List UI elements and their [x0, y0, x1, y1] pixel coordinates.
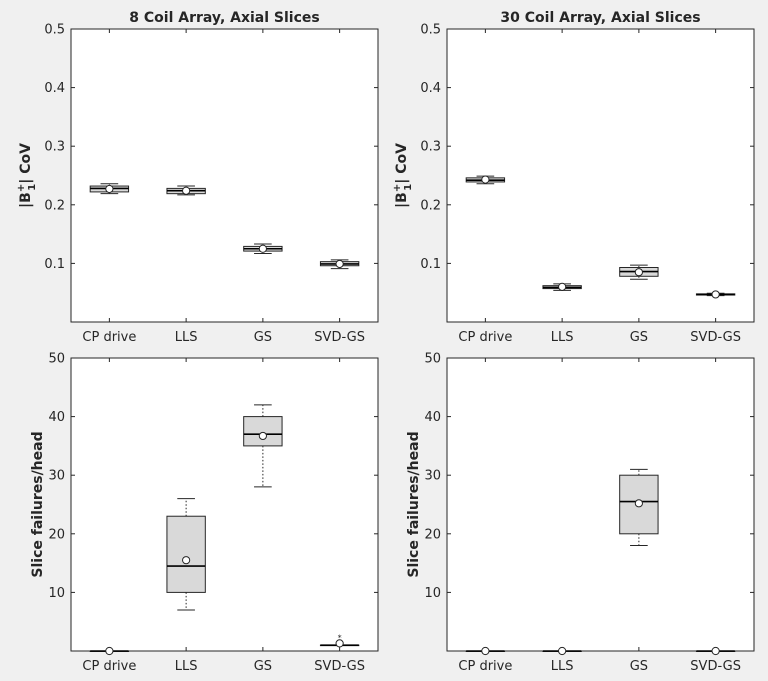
- y-tick-label: 0.5: [44, 23, 65, 38]
- x-tick-label: CP drive: [82, 659, 136, 674]
- y-axis-label: |B+1| CoV: [16, 143, 38, 208]
- box-gs: [243, 243, 283, 254]
- box-gs: [619, 468, 659, 547]
- y-label-subscript: 1: [403, 184, 414, 191]
- x-tick-label: GS: [630, 659, 648, 674]
- box-lls: [542, 646, 582, 656]
- box-svd-gs: *: [319, 633, 360, 648]
- mean-marker: [558, 282, 567, 291]
- box-lls: [166, 185, 206, 196]
- box-lls: [166, 498, 206, 611]
- chart-title: 8 Coil Array, Axial Slices: [129, 10, 319, 26]
- y-label-part: |B: [18, 192, 34, 208]
- box-iqr: [243, 416, 283, 447]
- axes-frame: [70, 357, 379, 652]
- x-tick-label: SVD-GS: [314, 659, 365, 674]
- mean-marker: [558, 646, 567, 656]
- mean-marker: [335, 259, 344, 269]
- y-tick-label: 0.1: [420, 257, 441, 272]
- y-tick-label: 0.3: [420, 140, 441, 155]
- y-axis-label: Slice failures/head: [406, 431, 422, 577]
- y-label-subscript: 1: [27, 184, 38, 191]
- box-iqr: [166, 515, 206, 593]
- y-tick-label: 40: [424, 410, 441, 425]
- box-svd-gs: [319, 259, 360, 270]
- box-cp-drive: [89, 646, 130, 656]
- box-cp-drive: [465, 175, 506, 185]
- x-tick-label: LLS: [175, 330, 198, 345]
- y-axis-label: Slice failures/head: [30, 431, 46, 577]
- box-gs: [619, 264, 659, 280]
- box-gs: [243, 404, 283, 488]
- box-lls: [542, 282, 582, 291]
- y-tick-label: 20: [424, 527, 441, 542]
- box-svd-gs: [695, 646, 736, 656]
- x-tick-label: CP drive: [82, 330, 136, 345]
- y-tick-label: 50: [424, 352, 441, 367]
- box-cp-drive: [465, 646, 506, 656]
- y-label-superscript: +: [16, 184, 27, 192]
- x-tick-label: SVD-GS: [690, 659, 741, 674]
- mean-marker: [182, 556, 191, 565]
- y-tick-label: 40: [48, 410, 65, 425]
- y-label-part: | CoV: [18, 143, 34, 184]
- y-tick-label: 10: [48, 586, 65, 601]
- x-tick-label: GS: [630, 330, 648, 345]
- y-tick-label: 0.2: [44, 198, 65, 213]
- mean-marker: [258, 244, 267, 253]
- y-label-superscript: +: [392, 184, 403, 192]
- x-tick-label: GS: [254, 330, 272, 345]
- mean-marker: [105, 646, 114, 656]
- box-cp-drive: [89, 183, 130, 195]
- y-tick-label: 0.3: [44, 140, 65, 155]
- mean-marker: [258, 431, 267, 441]
- box-svd-gs: [695, 290, 736, 299]
- x-tick-label: LLS: [551, 659, 574, 674]
- axes-frame: [70, 28, 379, 323]
- mean-marker: [711, 646, 720, 656]
- mean-marker: [182, 186, 191, 195]
- y-tick-label: 0.4: [420, 81, 441, 96]
- chart-panel-1: 8 Coil Array, Axial Slices |B+1| CoV 0.1 0.…: [16, 10, 379, 345]
- y-tick-label: 10: [424, 586, 441, 601]
- y-label-part: |B: [394, 192, 410, 208]
- y-tick-label: 0.1: [44, 257, 65, 272]
- mean-marker: [481, 175, 490, 184]
- x-tick-label: LLS: [551, 330, 574, 345]
- y-tick-label: 0.2: [420, 198, 441, 213]
- axes-frame: [446, 357, 755, 652]
- mean-marker: [634, 499, 643, 508]
- mean-marker: [481, 646, 490, 656]
- y-label-part: | CoV: [394, 143, 410, 184]
- outlier-marker: *: [338, 633, 342, 642]
- y-tick-label: 30: [424, 469, 441, 484]
- mean-marker: [105, 184, 114, 194]
- x-tick-label: CP drive: [458, 330, 512, 345]
- x-tick-label: CP drive: [458, 659, 512, 674]
- y-tick-label: 50: [48, 352, 65, 367]
- y-tick-label: 0.4: [44, 81, 65, 96]
- y-tick-label: 0.5: [420, 23, 441, 38]
- x-tick-label: LLS: [175, 659, 198, 674]
- chart-title: 30 Coil Array, Axial Slices: [500, 10, 700, 26]
- y-tick-label: 20: [48, 527, 65, 542]
- axes-frame: [446, 28, 755, 323]
- x-tick-label: SVD-GS: [314, 330, 365, 345]
- y-tick-label: 30: [48, 469, 65, 484]
- chart-panel-2: 30 Coil Array, Axial Slices |B+1| CoV 0.1 0…: [392, 10, 755, 345]
- y-axis-label: |B+1| CoV: [392, 143, 414, 208]
- mean-marker: [711, 290, 720, 299]
- x-tick-label: SVD-GS: [690, 330, 741, 345]
- mean-marker: [634, 268, 643, 277]
- x-tick-label: GS: [254, 659, 272, 674]
- mean-marker: [335, 639, 344, 648]
